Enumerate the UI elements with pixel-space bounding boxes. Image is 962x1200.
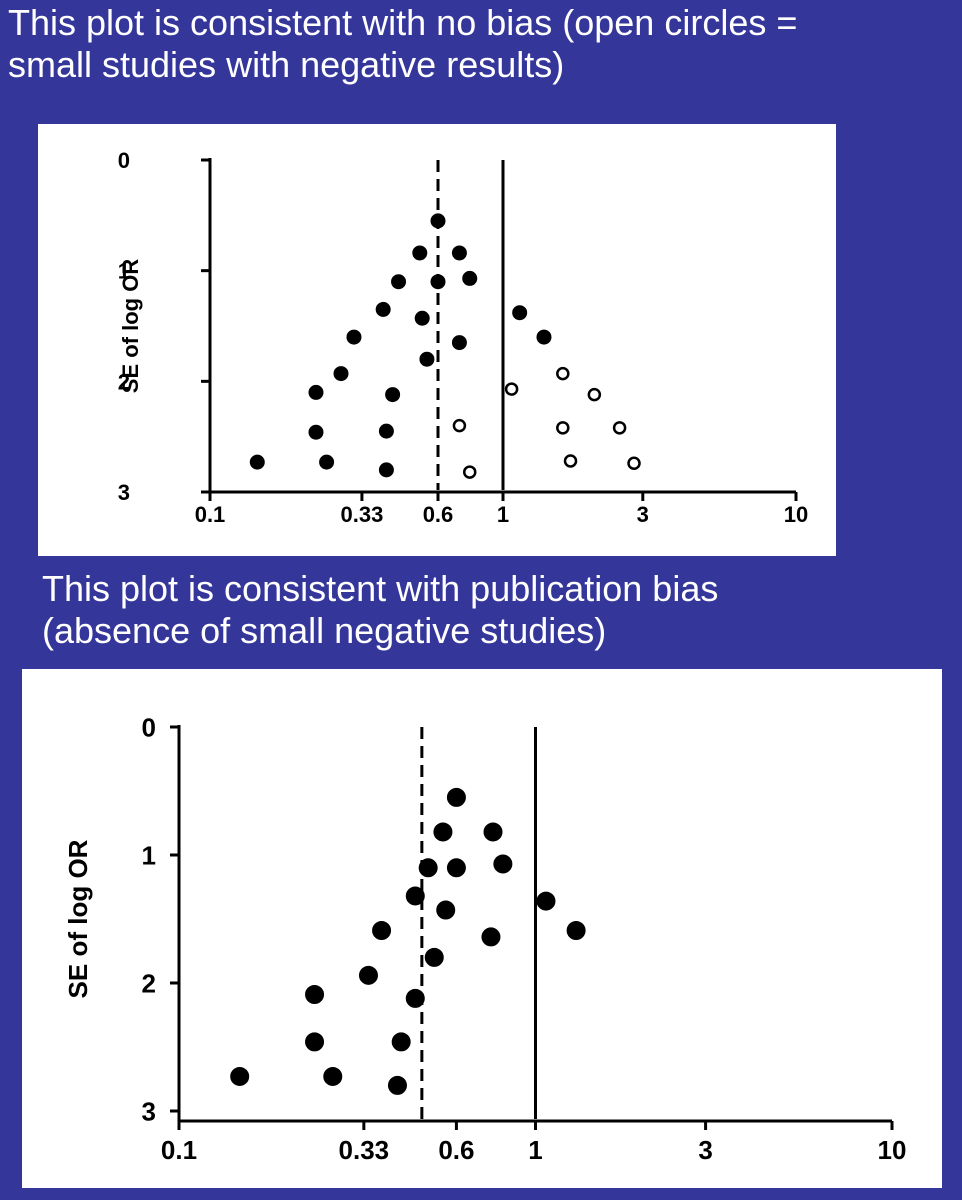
filled-study-point <box>305 985 325 1005</box>
filled-study-point <box>308 384 324 400</box>
filled-study-point <box>385 387 401 403</box>
top-funnel-plot: 0 1 2 3 0.1 0.33 0.6 1 3 10 SE of log OR <box>118 148 808 527</box>
open-study-point <box>556 421 570 435</box>
filled-study-point <box>418 858 438 878</box>
filled-study-point <box>446 858 466 878</box>
y-tick-label: 0 <box>118 148 130 173</box>
y-tick-label: 3 <box>142 1096 156 1126</box>
filled-study-point <box>451 335 467 351</box>
filled-study-point <box>536 891 556 911</box>
x-tick-label: 10 <box>784 502 808 527</box>
open-study-point <box>612 421 627 435</box>
filled-study-point <box>391 274 407 290</box>
open-study-point <box>563 454 578 468</box>
x-tick-label: 0.1 <box>195 502 226 527</box>
filled-study-point <box>305 1032 325 1052</box>
filled-study-point <box>483 822 503 842</box>
filled-study-point <box>333 366 349 382</box>
x-tick-label: 3 <box>637 502 649 527</box>
y-axis-title: SE of log OR <box>118 259 143 394</box>
x-tick-label: 0.33 <box>339 1135 390 1165</box>
filled-study-point <box>451 245 467 261</box>
bottom-caption: This plot is consistent with publication… <box>42 568 719 651</box>
x-tick-label: 0.6 <box>423 502 454 527</box>
x-tick-label: 0.1 <box>161 1135 197 1165</box>
filled-study-point <box>414 310 430 326</box>
y-tick-label: 3 <box>118 480 130 505</box>
filled-study-point <box>430 213 446 229</box>
filled-study-point <box>446 787 466 807</box>
open-study-point <box>556 366 570 381</box>
filled-study-point <box>230 1066 250 1086</box>
filled-study-point <box>419 351 435 367</box>
filled-study-point <box>424 947 444 967</box>
filled-study-point <box>481 927 501 947</box>
filled-study-point <box>319 454 335 470</box>
filled-study-point <box>536 329 552 345</box>
x-tick-label: 1 <box>497 502 509 527</box>
x-tick-label: 0.6 <box>438 1135 474 1165</box>
x-tick-label: 3 <box>698 1135 712 1165</box>
top-funnel-plot-panel: 0 1 2 3 0.1 0.33 0.6 1 3 10 SE of log OR <box>38 124 836 556</box>
filled-study-point <box>405 988 425 1008</box>
filled-study-point <box>372 921 392 941</box>
filled-study-point <box>378 423 394 439</box>
top-caption: This plot is consistent with no bias (op… <box>8 2 798 85</box>
filled-study-point <box>358 965 378 985</box>
y-tick-label: 2 <box>142 968 156 998</box>
filled-study-point <box>436 900 456 920</box>
y-tick-label: 2 <box>118 369 130 394</box>
y-tick-label: 1 <box>142 840 156 870</box>
filled-study-point <box>405 886 425 906</box>
filled-study-point <box>308 424 324 440</box>
x-tick-label: 0.33 <box>341 502 384 527</box>
filled-study-point <box>391 1032 411 1052</box>
filled-study-point <box>566 921 586 941</box>
y-tick-label: 0 <box>142 712 156 742</box>
bottom-funnel-plot-panel: 0 1 2 3 0.1 0.33 0.6 1 3 10 SE of log OR <box>22 669 942 1188</box>
y-axis-title: SE of log OR <box>63 839 93 998</box>
filled-study-point <box>430 274 446 290</box>
open-study-point <box>587 387 602 402</box>
filled-study-point <box>512 305 528 321</box>
filled-study-point <box>493 854 513 874</box>
filled-study-point <box>375 301 391 317</box>
x-tick-label: 10 <box>878 1135 907 1165</box>
filled-study-point <box>462 270 478 286</box>
filled-study-point <box>433 822 453 842</box>
filled-study-point <box>387 1075 407 1095</box>
open-study-point <box>504 382 519 396</box>
open-study-point <box>462 465 477 479</box>
x-tick-label: 1 <box>528 1135 542 1165</box>
filled-study-point <box>323 1066 343 1086</box>
y-tick-label: 1 <box>118 259 130 284</box>
open-study-point <box>627 456 641 470</box>
filled-study-point <box>346 329 362 345</box>
filled-study-point <box>249 454 265 470</box>
open-study-point <box>452 418 467 433</box>
filled-study-point <box>378 462 394 478</box>
filled-study-point <box>412 245 428 261</box>
